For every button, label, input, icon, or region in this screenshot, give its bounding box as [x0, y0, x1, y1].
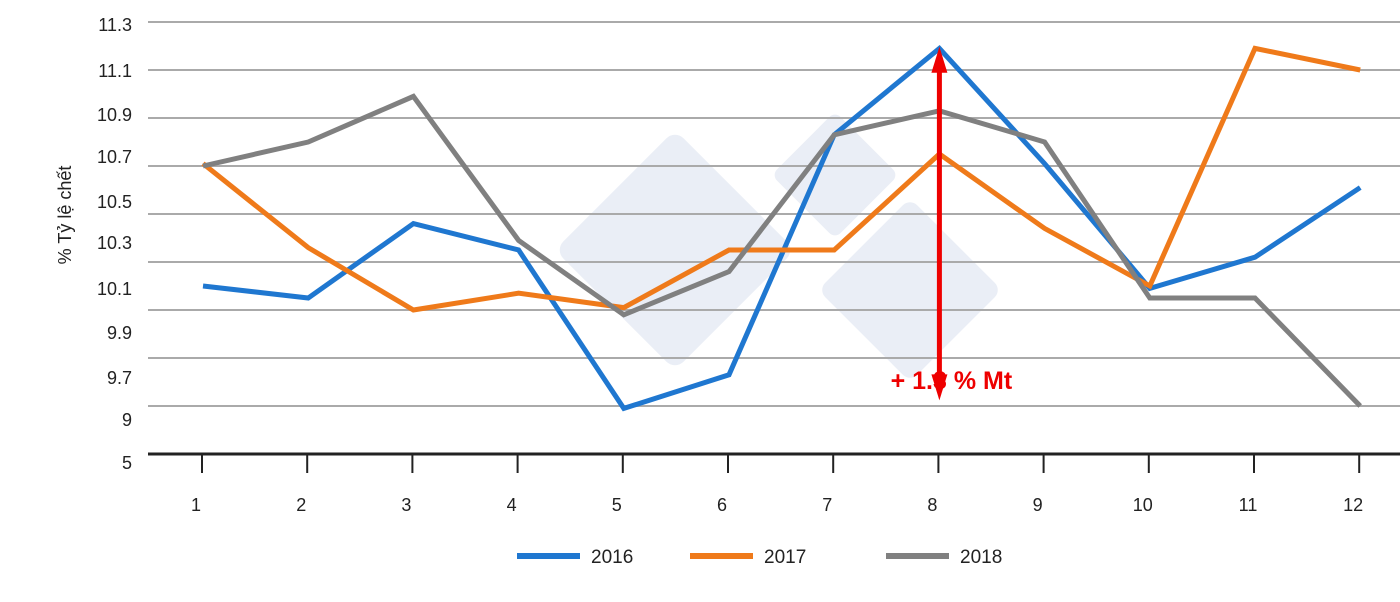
- x-tick-label: 12: [1343, 495, 1363, 515]
- x-tick-label: 4: [507, 495, 517, 515]
- y-tick-label: 5: [122, 453, 132, 473]
- y-tick-label: 10.3: [97, 233, 132, 253]
- x-tick-label: 9: [1033, 495, 1043, 515]
- series-line-2017: [201, 45, 1361, 313]
- legend-label: 2018: [960, 547, 1002, 568]
- x-axis-ticks: 1 2 3 4 5 6 7 8 9 10 11 12: [191, 454, 1363, 515]
- x-tick-label: 6: [717, 495, 727, 515]
- series-line-2016: [202, 44, 1362, 412]
- y-tick-label: 10.5: [97, 192, 132, 212]
- watermark-logo: [559, 114, 998, 378]
- y-tick-label: 10.9: [97, 105, 132, 125]
- legend-label: 2016: [591, 547, 633, 568]
- y-tick-label: 9.9: [107, 323, 132, 343]
- arrow-down-icon: [931, 374, 948, 401]
- x-tick-label: 5: [612, 495, 622, 515]
- y-axis-ticks: 11.3 11.1 10.9 10.7 10.5 10.3 10.1 9.9 9.7 9 5: [97, 15, 132, 473]
- y-tick-label: 10.1: [97, 279, 132, 299]
- legend: 2016 2017 2018: [517, 547, 1002, 568]
- annotation: + 1.3 % Mt: [891, 46, 1013, 401]
- series-line-2018: [202, 93, 1362, 408]
- annotation-label: + 1.3 % Mt: [891, 367, 1013, 395]
- x-tick-label: 2: [296, 495, 306, 515]
- x-tick-label: 10: [1133, 495, 1153, 515]
- y-tick-label: 11.3: [98, 15, 132, 35]
- y-tick-label: 11.1: [98, 61, 132, 81]
- legend-label: 2017: [764, 547, 806, 568]
- series-lines: [201, 44, 1362, 412]
- y-tick-label: 9: [122, 410, 132, 430]
- x-tick-label: 3: [401, 495, 411, 515]
- x-tick-label: 1: [191, 495, 201, 515]
- arrow-up-icon: [931, 46, 948, 73]
- y-tick-label: 10.7: [97, 147, 132, 167]
- x-tick-label: 8: [927, 495, 937, 515]
- y-tick-label: 9.7: [107, 368, 132, 388]
- x-tick-label: 11: [1239, 495, 1258, 515]
- x-tick-label: 7: [822, 495, 832, 515]
- y-axis-title: % Tỷ lệ chết: [55, 166, 75, 265]
